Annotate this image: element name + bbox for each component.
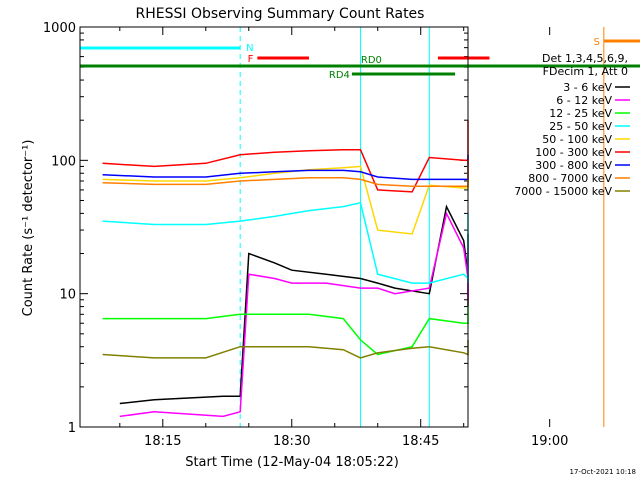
legend-header: Det 1,3,4,5,6,9, [542,52,628,65]
series-line [102,160,469,187]
legend-entry-label: 6 - 12 keV [556,94,612,107]
y-tick-label: 1 [68,421,76,436]
status-bar-label: RD0 [361,55,382,66]
x-tick-label: 18:30 [273,434,310,449]
status-bar-label: S [593,37,599,48]
legend-entry-label: 12 - 25 keV [549,107,612,120]
legend-entry-label: 3 - 6 keV [563,81,612,94]
series-line [102,201,469,284]
legend-entry-label: 50 - 100 keV [542,133,612,146]
series-line [119,204,469,405]
legend-entry-label: 800 - 7000 keV [528,172,612,185]
x-axis-label: Start Time (12-May-04 18:05:22) [185,455,399,470]
legend-header: FDecim 1, Att 0 [543,65,628,78]
y-tick-label: 100 [51,154,76,169]
series-line [102,339,469,359]
x-tick-label: 18:15 [144,434,181,449]
status-bar-label: N [246,43,253,54]
series-line [102,306,469,356]
series-line [102,154,469,181]
y-tick-label: 1000 [43,21,76,36]
x-tick-label: 19:00 [531,434,568,449]
chart-title: RHESSI Observing Summary Count Rates [136,6,425,22]
series-line [102,120,469,193]
plot-frame [79,26,469,428]
status-bar-label: F [248,54,254,65]
footer-timestamp: 17-Oct-2021 10:18 [570,468,636,476]
legend-entry-label: 300 - 800 keV [535,159,612,172]
x-tick-label: 18:45 [402,434,439,449]
y-tick-label: 10 [59,288,76,303]
legend-entry-label: 100 - 300 keV [535,146,612,159]
y-axis-label: Count Rate (s⁻¹ detector⁻¹) [21,140,36,317]
status-bar-label: RD4 [329,70,350,81]
legend-entry-label: 7000 - 15000 keV [514,185,612,198]
legend-entry-label: 25 - 50 keV [549,120,612,133]
